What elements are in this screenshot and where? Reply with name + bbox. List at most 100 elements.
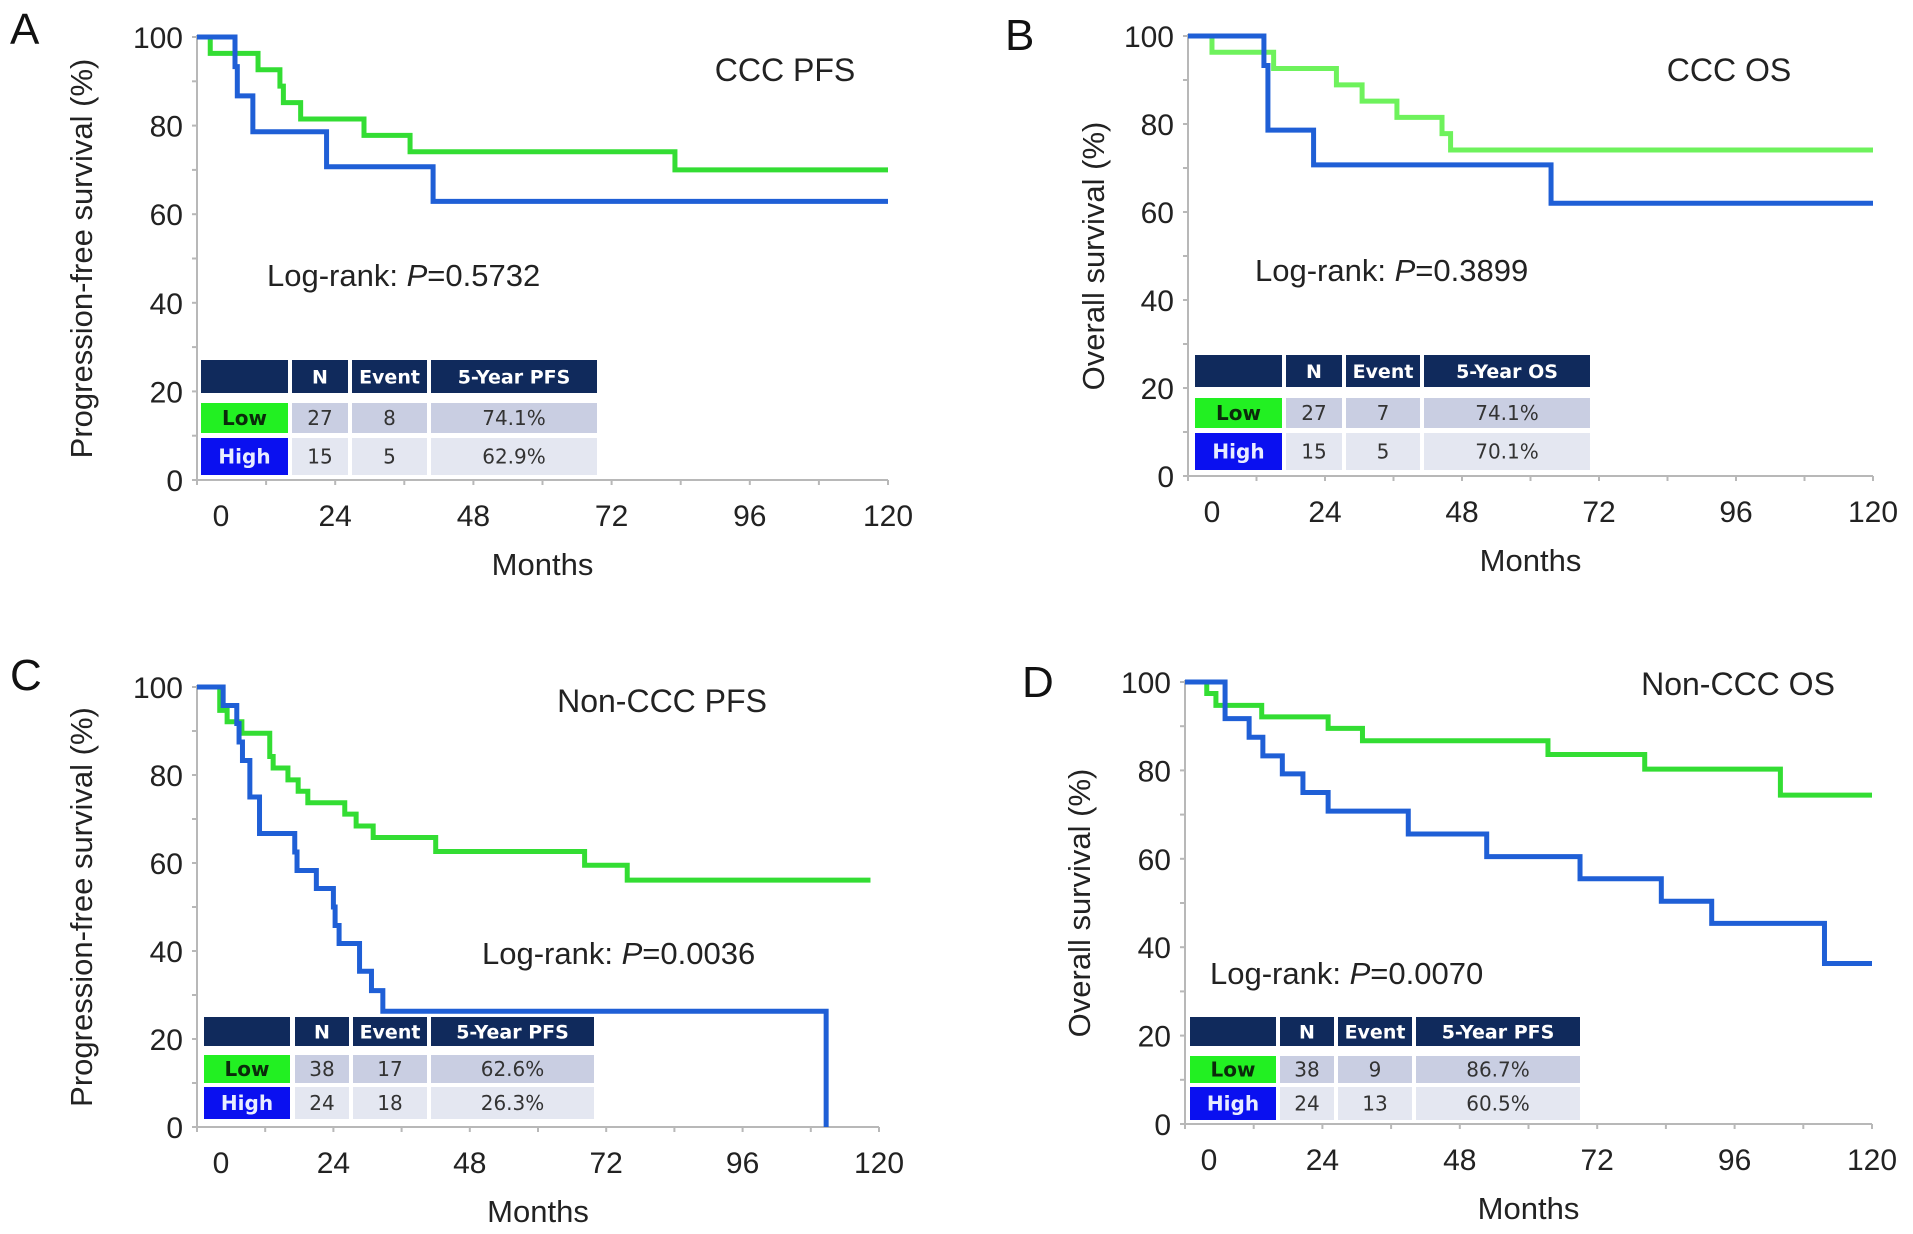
table-cell-event: 5 bbox=[1377, 440, 1390, 464]
log-rank-label: Log-rank: bbox=[267, 258, 407, 293]
table-cell-bg bbox=[201, 403, 288, 433]
p-value: =0.0070 bbox=[1370, 956, 1483, 991]
x-tick-label: 96 bbox=[1719, 496, 1752, 529]
panel-letter: B bbox=[1005, 11, 1034, 60]
x-tick-label: 24 bbox=[317, 1147, 350, 1180]
p-symbol: P bbox=[407, 258, 428, 293]
table-cell-bg bbox=[431, 438, 597, 475]
table-row-label-high: High bbox=[218, 445, 270, 469]
p-symbol: P bbox=[1350, 956, 1371, 991]
y-tick-label: 80 bbox=[150, 760, 183, 793]
table-header-cell bbox=[353, 1017, 427, 1046]
table-header-cell bbox=[431, 360, 597, 393]
y-tick-label: 60 bbox=[1141, 197, 1174, 230]
table-cell-bg bbox=[1346, 398, 1420, 428]
y-tick-label: 100 bbox=[133, 22, 183, 55]
y-tick-label: 20 bbox=[150, 1024, 183, 1057]
y-tick-label: 100 bbox=[133, 672, 183, 705]
x-tick-label: 48 bbox=[457, 500, 490, 533]
table-header-label: N bbox=[1306, 361, 1322, 383]
log-rank-label: Log-rank: bbox=[482, 936, 622, 971]
table-cell-n: 24 bbox=[309, 1091, 334, 1115]
table-cell-rate: 62.6% bbox=[481, 1057, 545, 1081]
x-tick-label: 120 bbox=[1848, 496, 1898, 529]
table-header-label: N bbox=[314, 1022, 330, 1044]
table-cell-bg bbox=[1346, 433, 1420, 470]
table-cell-bg bbox=[431, 403, 597, 433]
km-curve-high bbox=[197, 34, 888, 204]
table-header-cell bbox=[201, 360, 288, 393]
panel-title: CCC OS bbox=[1667, 52, 1791, 88]
table-cell-bg bbox=[292, 438, 348, 475]
table-cell-n: 15 bbox=[307, 445, 332, 469]
table-cell-n: 27 bbox=[307, 406, 332, 430]
table-cell-event: 13 bbox=[1362, 1092, 1387, 1116]
table-header-cell bbox=[1195, 355, 1282, 387]
table-header-label: N bbox=[1299, 1022, 1315, 1044]
table-cell-n: 38 bbox=[309, 1057, 334, 1081]
table-cell-n: 15 bbox=[1301, 440, 1326, 464]
x-axis-title: Months bbox=[1478, 1191, 1580, 1226]
table-row-label-high: High bbox=[1212, 440, 1264, 464]
y-tick-label: 100 bbox=[1121, 667, 1171, 700]
x-tick-label: 96 bbox=[726, 1147, 759, 1180]
table-cell-bg bbox=[1286, 398, 1342, 428]
km-curve-low bbox=[1185, 679, 1872, 798]
x-tick-label: 120 bbox=[863, 500, 913, 533]
table-cell-bg bbox=[1338, 1056, 1412, 1083]
table-header-cell bbox=[431, 1017, 594, 1046]
x-tick-label: 72 bbox=[1582, 496, 1615, 529]
p-value: =0.0036 bbox=[642, 936, 755, 971]
table-header-cell bbox=[295, 1017, 349, 1046]
table-header-label: 5-Year PFS bbox=[458, 367, 571, 389]
km-curve-high bbox=[197, 684, 829, 1127]
summary-table: N Event 5-Year OS Low 27 7 74.1% High 15 5 70.1% bbox=[1195, 355, 1590, 470]
table-cell-event: 7 bbox=[1377, 401, 1390, 425]
y-tick-label: 0 bbox=[1154, 1109, 1171, 1142]
summary-table: N Event 5-Year PFS Low 38 9 86.7% High 24 13 60.5% bbox=[1190, 1017, 1580, 1120]
table-cell-bg bbox=[1195, 433, 1282, 470]
table-header-label: Event bbox=[360, 1022, 421, 1044]
table-row-label-low: Low bbox=[222, 406, 267, 430]
panel-b: B 0 20 40 60 80 100 0 24 48 72 96 120 Months Overall s… bbox=[1005, 11, 1898, 578]
table-row-label-low: Low bbox=[1216, 401, 1261, 425]
panel-letter: C bbox=[10, 651, 42, 700]
table-header-label: Event bbox=[1353, 361, 1414, 383]
km-curve-low bbox=[1188, 33, 1873, 153]
table-cell-n: 24 bbox=[1294, 1092, 1319, 1116]
y-tick-label: 20 bbox=[1138, 1021, 1171, 1054]
table-cell-bg bbox=[1416, 1056, 1580, 1083]
km-curve-low bbox=[197, 34, 888, 173]
x-tick-label: 120 bbox=[1847, 1144, 1897, 1177]
table-header-label: 5-Year PFS bbox=[456, 1022, 569, 1044]
x-tick-label: 48 bbox=[453, 1147, 486, 1180]
table-cell-bg bbox=[431, 1087, 594, 1119]
table-cell-event: 9 bbox=[1369, 1058, 1382, 1082]
table-cell-bg bbox=[431, 1055, 594, 1083]
y-tick-label: 80 bbox=[150, 111, 183, 144]
p-symbol: P bbox=[622, 936, 643, 971]
table-cell-rate: 26.3% bbox=[481, 1091, 545, 1115]
table-cell-rate: 60.5% bbox=[1466, 1092, 1530, 1116]
y-tick-label: 60 bbox=[1138, 844, 1171, 877]
table-header-cell bbox=[1416, 1017, 1580, 1046]
y-tick-label: 0 bbox=[166, 1112, 183, 1145]
table-cell-event: 5 bbox=[383, 445, 396, 469]
table-cell-bg bbox=[353, 1055, 427, 1083]
table-cell-bg bbox=[1195, 398, 1282, 428]
table-header-cell bbox=[1338, 1017, 1412, 1046]
x-tick-label: 0 bbox=[1204, 496, 1221, 529]
x-tick-label: 48 bbox=[1443, 1144, 1476, 1177]
table-row-label-low: Low bbox=[225, 1057, 270, 1081]
log-rank-label: Log-rank: bbox=[1255, 253, 1395, 288]
table-header-label: Event bbox=[1345, 1022, 1406, 1044]
y-tick-label: 100 bbox=[1124, 21, 1174, 54]
log-rank-annotation: Log-rank: P=0.5732 bbox=[267, 258, 540, 293]
table-cell-bg bbox=[292, 403, 348, 433]
table-cell-n: 27 bbox=[1301, 401, 1326, 425]
x-tick-label: 96 bbox=[1718, 1144, 1751, 1177]
summary-table: N Event 5-Year PFS Low 27 8 74.1% High 15 5 62.9% bbox=[201, 360, 597, 475]
table-header-cell bbox=[1280, 1017, 1334, 1046]
table-cell-event: 17 bbox=[377, 1057, 402, 1081]
